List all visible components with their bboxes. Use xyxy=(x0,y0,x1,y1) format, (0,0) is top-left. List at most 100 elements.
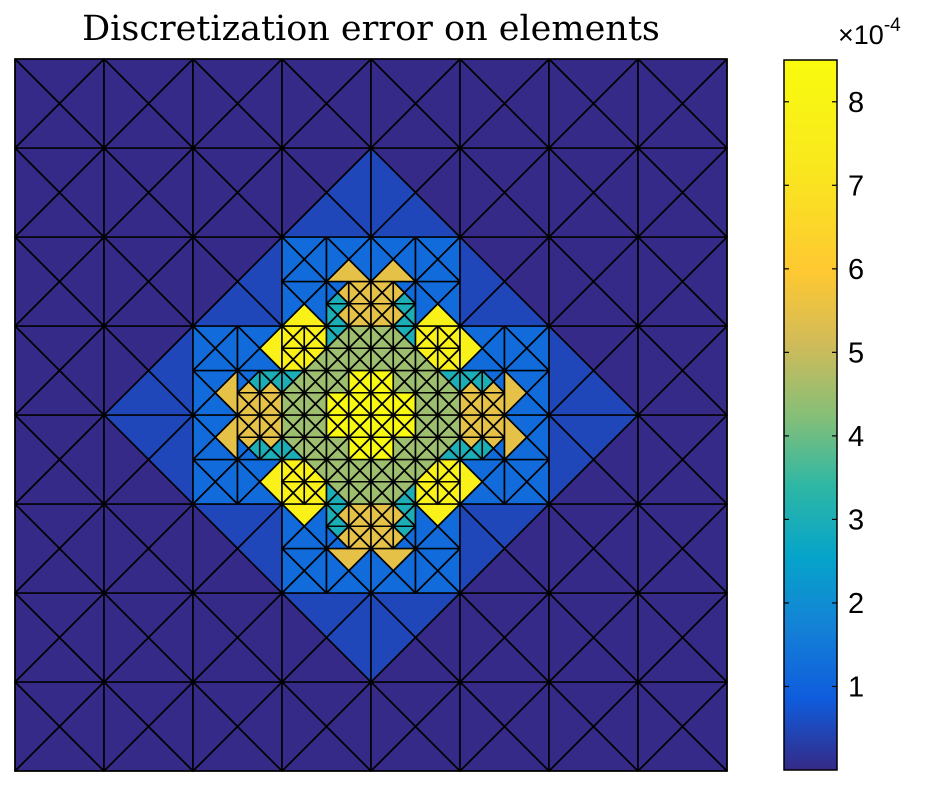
colorbar-multiplier-exponent: -4 xyxy=(884,15,901,36)
colorbar-tick-label: 8 xyxy=(848,87,864,119)
mesh-element xyxy=(347,525,361,550)
mesh-element xyxy=(347,414,361,439)
mesh-element xyxy=(325,280,339,305)
mesh-plot-area xyxy=(14,58,728,772)
mesh-element xyxy=(325,503,339,528)
mesh-element xyxy=(281,58,328,149)
mesh-element xyxy=(281,414,294,439)
mesh-element xyxy=(281,369,294,394)
mesh-element xyxy=(281,480,294,505)
mesh-element xyxy=(503,369,528,416)
mesh-element xyxy=(325,391,339,416)
colorbar-tick-label: 4 xyxy=(848,421,864,453)
mesh-element xyxy=(436,414,450,439)
mesh-element xyxy=(192,458,217,505)
mesh-element xyxy=(637,147,684,238)
mesh-element xyxy=(459,236,506,327)
mesh-element xyxy=(258,391,272,416)
mesh-element xyxy=(414,547,439,594)
mesh-element xyxy=(370,414,383,439)
mesh-element xyxy=(392,525,406,550)
mesh-element xyxy=(637,681,684,772)
mesh-element xyxy=(503,414,528,461)
mesh-element xyxy=(303,347,317,372)
mesh-element xyxy=(392,302,406,327)
mesh-element xyxy=(392,503,406,528)
mesh-element xyxy=(192,236,239,327)
mesh-element xyxy=(325,458,339,483)
mesh-element xyxy=(103,414,150,505)
mesh-element xyxy=(637,325,684,416)
mesh-element xyxy=(414,503,439,550)
mesh-element xyxy=(281,391,294,416)
mesh-element xyxy=(325,436,339,461)
mesh-element xyxy=(192,147,239,238)
mesh-element xyxy=(392,458,406,483)
mesh-element xyxy=(414,391,428,416)
mesh-element xyxy=(236,325,261,372)
mesh-element xyxy=(325,480,339,505)
mesh-element xyxy=(436,436,450,461)
mesh-element xyxy=(258,414,272,439)
mesh-element xyxy=(481,369,495,394)
mesh-element xyxy=(481,391,495,416)
mesh-element xyxy=(192,503,239,594)
mesh-element xyxy=(548,325,595,416)
mesh-element xyxy=(281,503,306,550)
colorbar-tick-label: 5 xyxy=(848,337,864,369)
colorbar-tick-label: 2 xyxy=(848,588,864,620)
mesh-element xyxy=(236,436,250,461)
mesh-element xyxy=(325,302,339,327)
mesh-element xyxy=(459,369,472,394)
mesh-element xyxy=(236,391,250,416)
plot-frame xyxy=(14,58,728,772)
colorbar xyxy=(783,59,838,771)
mesh-element xyxy=(392,480,406,505)
mesh-element xyxy=(281,347,294,372)
mesh-element xyxy=(459,414,472,439)
mesh-element xyxy=(192,58,239,149)
mesh-element xyxy=(103,236,150,327)
mesh-element xyxy=(414,347,428,372)
mesh-element xyxy=(347,325,361,350)
mesh-element xyxy=(370,547,395,594)
mesh-element xyxy=(637,414,684,505)
mesh-element xyxy=(414,458,428,483)
mesh-element xyxy=(370,525,383,550)
mesh-element xyxy=(414,436,428,461)
mesh-element xyxy=(370,503,383,528)
mesh-element xyxy=(392,347,406,372)
mesh-element xyxy=(325,347,339,372)
mesh-element xyxy=(459,436,472,461)
mesh-element xyxy=(258,369,272,394)
mesh-element xyxy=(392,325,406,350)
mesh-element xyxy=(303,436,317,461)
mesh-element xyxy=(192,681,239,772)
mesh-element xyxy=(370,347,383,372)
mesh-element xyxy=(481,436,495,461)
mesh-element xyxy=(347,436,361,461)
mesh-element xyxy=(370,391,383,416)
mesh-element xyxy=(392,436,406,461)
mesh-element xyxy=(370,436,383,461)
mesh-element xyxy=(459,458,484,505)
mesh-element xyxy=(436,369,450,394)
mesh-element xyxy=(459,58,506,149)
mesh-element xyxy=(325,369,339,394)
mesh-element xyxy=(281,325,294,350)
mesh-element xyxy=(548,681,595,772)
mesh-element xyxy=(236,458,261,505)
mesh-element xyxy=(192,592,239,683)
mesh-element xyxy=(103,147,150,238)
mesh-element xyxy=(103,325,150,416)
mesh-element xyxy=(281,592,328,683)
mesh-element xyxy=(281,147,328,238)
mesh-element xyxy=(548,58,595,149)
mesh-element xyxy=(370,58,417,149)
mesh-element xyxy=(303,391,317,416)
mesh-element xyxy=(459,592,506,683)
mesh-element xyxy=(637,503,684,594)
mesh-element xyxy=(303,325,317,350)
mesh-element xyxy=(236,414,250,439)
chart-title: Discretization error on elements xyxy=(82,9,660,49)
